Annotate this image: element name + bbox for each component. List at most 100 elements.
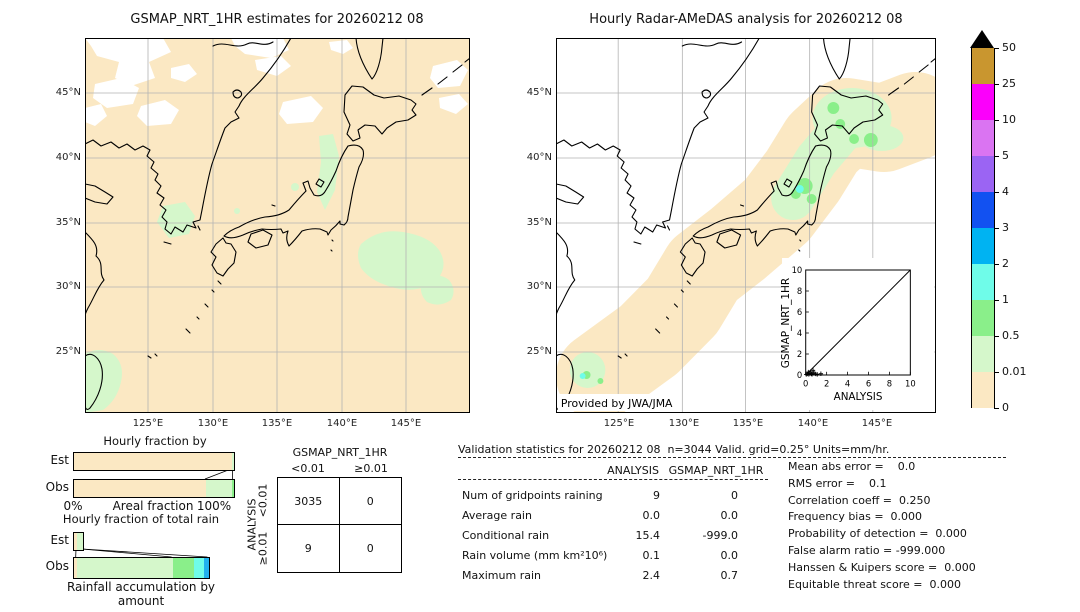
summary-stat-line: Correlation coeff = 0.250 [788, 493, 931, 507]
occurrence-x-max: 100% [196, 499, 232, 513]
inset-diagonal-line [805, 269, 911, 376]
colorbar-tick-label: 5 [1002, 149, 1009, 162]
colorbar-tick-label: 0.01 [1002, 365, 1027, 378]
stats-row-value: -999.0 [702, 528, 738, 542]
bar-row-label: Est [50, 452, 69, 467]
gsmap-nodata-patches [85, 38, 468, 126]
bar-segment [74, 453, 232, 470]
colorbar-segment [971, 84, 995, 120]
stats-table-row: Rain volume (mm km²10⁶) 0.1 0.0 [458, 545, 755, 565]
lon-tick-label: 140°E [326, 418, 358, 429]
colorbar-tick-label: 50 [1002, 41, 1016, 54]
lat-tick-label: 40°N [526, 152, 552, 163]
credit-text: Provided by JWA/JMA [561, 397, 673, 410]
colorbar-tick-label: 10 [1002, 113, 1016, 126]
lat-tick-label: 45°N [55, 87, 81, 98]
fraction-bar-est [73, 532, 85, 551]
lat-tick-label: 30°N [526, 281, 552, 292]
inset-scatter-plot: 00 2 2 4 4 6 6 8 8 10 10 ANALYSIS GSMAP_NRT_1HR [780, 258, 935, 410]
bar-segment [76, 558, 173, 578]
lon-tick-label: 130°E [668, 418, 700, 429]
contingency-cell: 0 [339, 478, 401, 525]
stats-row-label: Rain volume (mm km²10⁶) [462, 548, 608, 562]
contingency-cell: 0 [366, 542, 374, 555]
colorbar-segment [971, 336, 995, 372]
lat-tick-label: 35°N [526, 217, 552, 228]
svg-text:10: 10 [792, 265, 803, 275]
stats-row-value: 15.4 [635, 528, 661, 542]
stats-row-value: 0.0 [720, 508, 739, 522]
stats-row-value: 0.1 [642, 548, 661, 562]
colorbar-segment [971, 372, 995, 408]
summary-stat-line: Frequency bias = 0.000 [788, 510, 923, 524]
stats-row-value: 0 [731, 488, 738, 502]
bar-segment [172, 558, 195, 578]
svg-text:6: 6 [866, 378, 871, 388]
lon-tick-label: 140°E [797, 418, 829, 429]
left-map-title: GSMAP_NRT_1HR estimates for 20260212 08 [130, 12, 424, 27]
lon-tick-label: 125°E [132, 418, 164, 429]
gsmap-background-fill [85, 38, 470, 413]
stats-table-row: Num of gridpoints raining 9 0 [458, 485, 755, 505]
colorbar-tick-label: 0 [1002, 401, 1009, 414]
svg-text:6: 6 [797, 307, 802, 317]
svg-text:10: 10 [905, 378, 916, 388]
lat-tick-label: 25°N [526, 346, 552, 357]
colorbar-tick-label: 3 [1002, 221, 1009, 234]
bar-segment [194, 558, 204, 578]
lat-tick-label: 35°N [55, 217, 81, 228]
contingency-column-group-label: GSMAP_NRT_1HR [292, 446, 388, 459]
stats-row-label: Conditional rain [462, 528, 550, 542]
colorbar-tick-label: 25 [1002, 77, 1016, 90]
contingency-cell: 9 [278, 525, 340, 572]
stats-row-value: 0.7 [720, 568, 739, 582]
bar-segment [74, 480, 206, 497]
radar-heavy-rain-spots [579, 185, 804, 379]
totalrain-x-title: Rainfall accumulation by amount [66, 580, 216, 608]
gsmap-light-rain-patches [85, 134, 454, 413]
fraction-bar-obs [73, 557, 210, 579]
contingency-col-label-lt: <0.01 [291, 462, 325, 475]
colorbar-segment [971, 300, 995, 336]
colorbar-tick-label: 2 [1002, 257, 1009, 270]
totalrain-connector-lines [75, 548, 208, 558]
gsmap-estimate-map [85, 38, 470, 413]
colorbar-tick-label: 4 [1002, 185, 1009, 198]
right-map-title: Hourly Radar-AMeDAS analysis for 2026021… [589, 12, 903, 27]
stats-row-label: Maximum rain [462, 568, 541, 582]
lat-tick-label: 25°N [55, 346, 81, 357]
bar-segment [74, 533, 78, 550]
colorbar-segment [971, 120, 995, 156]
contingency-cell: 3035 [278, 478, 340, 525]
colorbar-tick-label: 1 [1002, 293, 1009, 306]
lon-tick-label: 135°E [732, 418, 764, 429]
contingency-row-label-lt: <0.01 [256, 483, 270, 518]
stats-row-value: 0.0 [720, 548, 739, 562]
stats-row-value: 2.4 [642, 568, 661, 582]
colorbar-segment [971, 264, 995, 300]
stats-row-label: Num of gridpoints raining [462, 488, 603, 502]
stats-table-title: Validation statistics for 20260212 08 n=… [458, 443, 890, 456]
stats-header-divider [458, 479, 768, 480]
lat-tick-label: 40°N [55, 152, 81, 163]
inset-xaxis-label: ANALYSIS [834, 391, 883, 403]
summary-stat-line: Mean abs error = 0.0 [788, 460, 916, 473]
contingency-row-label-ge: ≥0.01 [256, 531, 270, 566]
credit-backing [557, 394, 681, 411]
colorbar-tick-mark [994, 191, 999, 193]
summary-stat-line: Hanssen & Kuipers score = 0.000 [788, 560, 976, 574]
svg-text:0: 0 [797, 370, 802, 380]
contingency-table: 3035 0 9 0 [277, 477, 402, 573]
svg-text:8: 8 [887, 378, 892, 388]
colorbar-tick-mark [994, 227, 999, 229]
lon-tick-label: 130°E [197, 418, 229, 429]
summary-statistics: Mean abs error = 0.0 RMS error = 0.1 Corre… [788, 459, 976, 593]
bar-segment [206, 480, 233, 497]
lat-tick-label: 45°N [526, 87, 552, 98]
colorbar-overflow-triangle [970, 30, 994, 48]
colorbar-tick-mark [994, 155, 999, 157]
colorbar-tick-mark [994, 119, 999, 121]
bar-row-label: Obs [45, 559, 69, 573]
radar-moderate-rain-spots [582, 102, 878, 384]
